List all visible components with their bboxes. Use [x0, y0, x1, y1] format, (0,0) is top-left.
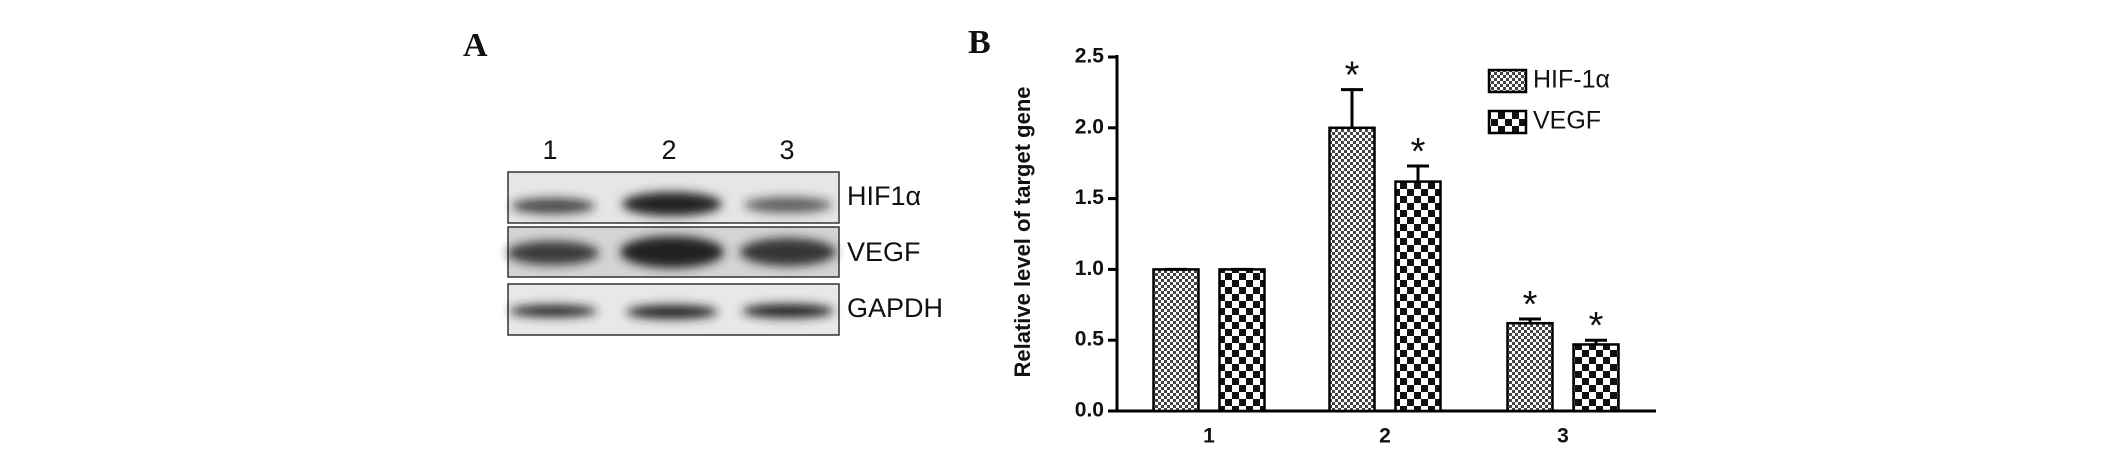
error-bar — [1585, 338, 1607, 345]
bar — [1394, 180, 1442, 413]
error-bar — [1341, 88, 1363, 128]
bar — [1506, 321, 1554, 413]
lane-label: 1 — [542, 135, 557, 165]
legend-label: HIF-1α — [1533, 66, 1610, 94]
panel-label: B — [968, 24, 991, 61]
significance-marker: * — [1589, 305, 1604, 347]
x-tick-label: 1 — [1203, 425, 1215, 448]
significance-marker: * — [1411, 131, 1426, 173]
y-tick-label: 2.0 — [1075, 115, 1104, 138]
error-bar — [1519, 317, 1541, 324]
y-axis-label: Relative level of target gene — [1010, 87, 1035, 378]
y-tick-label: 1.5 — [1075, 186, 1105, 209]
bar — [1152, 268, 1200, 413]
x-tick-label: 2 — [1379, 425, 1391, 448]
legend-swatch — [1487, 109, 1528, 135]
row-label: VEGF — [847, 237, 921, 267]
legend-swatch — [1487, 68, 1528, 94]
y-tick-label: 1.0 — [1075, 257, 1104, 280]
significance-marker: * — [1523, 284, 1538, 326]
legend-label: VEGF — [1533, 107, 1601, 135]
lane-label: 3 — [779, 135, 794, 165]
error-bar — [1407, 164, 1429, 182]
y-tick-label: 0.5 — [1075, 328, 1105, 351]
bar — [1328, 126, 1376, 413]
y-tick-label: 0.0 — [1075, 399, 1104, 422]
row-label: GAPDH — [847, 293, 943, 323]
panel-label: A — [463, 27, 488, 64]
row-label: HIF1α — [847, 181, 921, 211]
lane-label: 2 — [661, 135, 676, 165]
bar — [1218, 268, 1266, 413]
blot-strips — [507, 171, 840, 336]
y-tick-label: 2.5 — [1075, 45, 1105, 68]
bar — [1572, 343, 1620, 413]
significance-marker: * — [1345, 55, 1360, 97]
x-tick-label: 3 — [1557, 425, 1569, 448]
